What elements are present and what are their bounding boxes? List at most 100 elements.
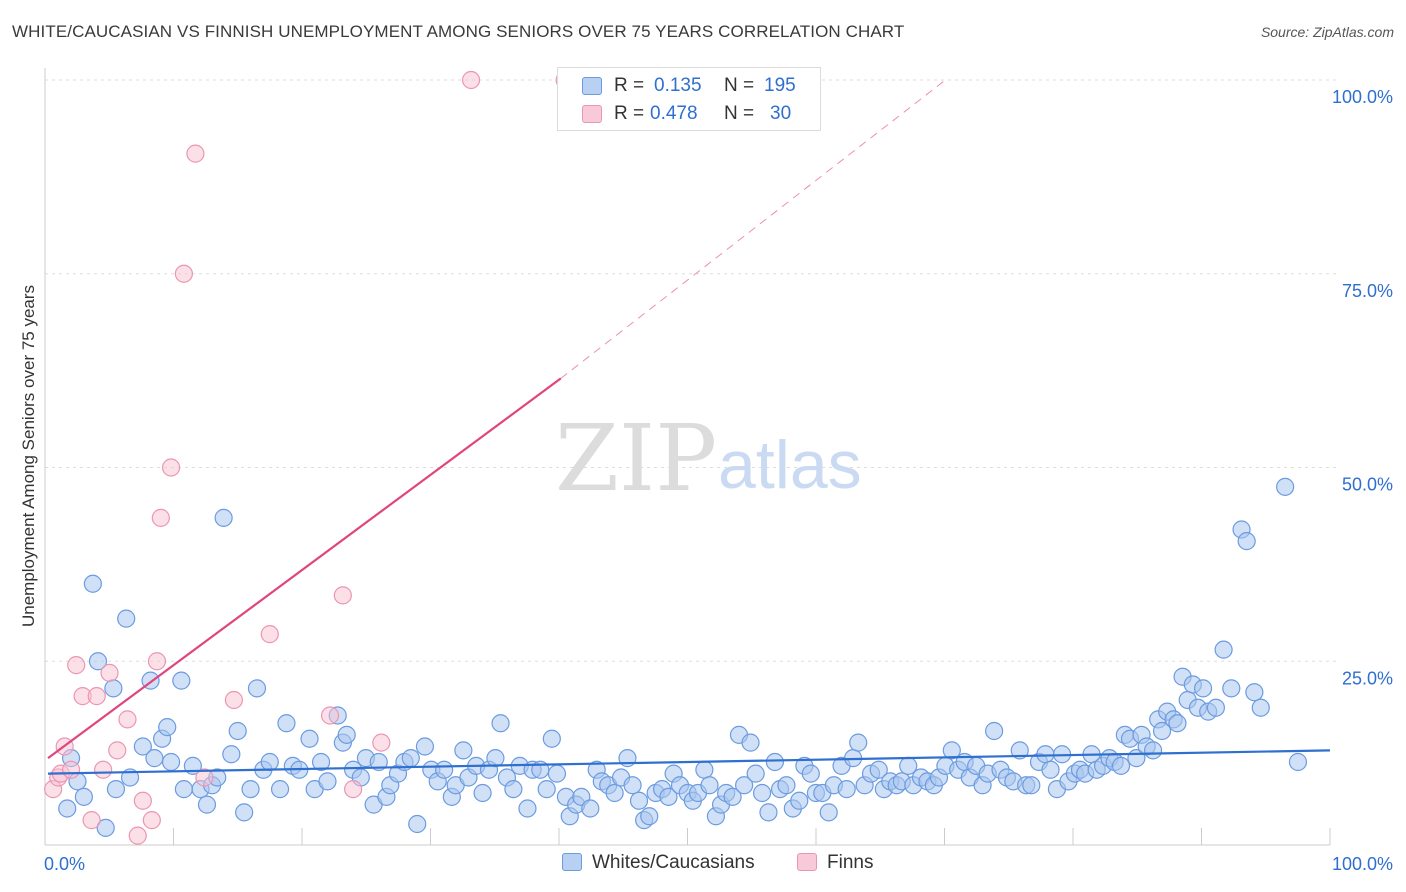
point-whites: [106, 780, 126, 799]
point-whites: [1276, 477, 1295, 496]
legend-swatch-finns: [582, 105, 602, 123]
point-whites: [629, 791, 649, 810]
point-finns: [186, 144, 205, 163]
bottom-legend-whites: Whites/Caucasians: [562, 852, 755, 874]
source-credit: Source: ZipAtlas.com: [1260, 24, 1394, 40]
series-whites: [58, 477, 1308, 837]
point-finns: [461, 70, 481, 90]
point-finns: [128, 826, 147, 845]
chart-title: WHITE/CAUCASIAN VS FINNISH UNEMPLOYMENT …: [12, 22, 905, 41]
point-whites: [542, 729, 561, 748]
bottom-legend-finns: Finns: [797, 852, 873, 874]
point-whites: [58, 799, 77, 818]
point-whites: [700, 776, 719, 795]
point-whites: [473, 783, 492, 803]
point-whites: [819, 803, 838, 822]
point-whites: [117, 609, 136, 628]
point-finns: [372, 733, 391, 752]
point-whites: [241, 780, 260, 799]
point-whites: [83, 574, 102, 593]
legend-row-whites: R = 0.135 N = 195: [558, 72, 820, 102]
point-finns: [82, 811, 101, 830]
legend-n-label: N =: [724, 103, 755, 124]
point-finns: [151, 508, 170, 527]
point-whites: [1143, 741, 1163, 760]
grid: [45, 79, 1336, 662]
point-whites: [277, 714, 296, 733]
legend-row-finns: R = 0.478 N = 30: [558, 100, 820, 130]
point-whites: [1251, 698, 1270, 717]
point-whites: [942, 741, 961, 760]
y-tick-label: 50.0%: [1342, 475, 1393, 495]
point-whites: [172, 671, 191, 690]
point-whites: [801, 764, 820, 783]
point-whites: [454, 741, 473, 760]
point-finns: [142, 811, 161, 830]
y-tick-label: 25.0%: [1342, 668, 1393, 688]
point-finns: [195, 768, 214, 787]
point-whites: [247, 679, 267, 698]
point-finns: [333, 586, 352, 605]
legend-r-value: 0.135: [654, 75, 702, 96]
legend-r-label: R =: [614, 75, 645, 96]
point-whites: [1237, 532, 1256, 551]
point-whites: [415, 737, 435, 756]
x-tick-label: 100.0%: [1332, 854, 1393, 874]
point-whites: [1193, 679, 1213, 698]
point-whites: [985, 721, 1004, 741]
point-whites: [158, 718, 177, 737]
point-whites: [869, 760, 888, 779]
point-whites: [1041, 760, 1060, 779]
bottom-legend-swatch-whites: [562, 853, 582, 871]
point-whites: [605, 783, 624, 803]
point-whites: [537, 780, 556, 799]
bottom-legend-label-finns: Finns: [827, 852, 874, 873]
point-whites: [222, 745, 241, 764]
y-tick-label: 75.0%: [1342, 281, 1393, 301]
tick-labels: 25.0% 50.0% 75.0% 100.0% 0.0% 100.0%: [44, 87, 1393, 874]
point-whites: [790, 791, 809, 810]
point-whites: [1168, 714, 1187, 733]
point-whites: [1010, 741, 1029, 760]
y-axis-label: Unemployment Among Seniors over 75 years: [19, 285, 38, 627]
point-whites: [197, 795, 217, 814]
point-whites: [1214, 640, 1233, 659]
point-whites: [104, 679, 123, 698]
point-whites: [270, 780, 290, 799]
watermark-atlas: atlas: [718, 427, 862, 503]
point-finns: [260, 625, 279, 644]
point-whites: [228, 721, 247, 741]
point-whites: [369, 752, 388, 772]
point-whites: [723, 787, 742, 806]
point-whites: [752, 783, 772, 803]
point-whites: [300, 729, 319, 748]
point-finns: [67, 656, 86, 675]
point-whites: [640, 807, 659, 826]
point-whites: [623, 776, 642, 795]
point-whites: [145, 749, 164, 768]
point-whites: [746, 764, 765, 783]
point-finns: [118, 710, 137, 729]
watermark: ZIP atlas: [555, 405, 862, 512]
point-whites: [1288, 752, 1308, 772]
point-whites: [849, 733, 868, 752]
point-finns: [147, 652, 167, 671]
point-whites: [318, 772, 337, 791]
point-whites: [235, 803, 254, 822]
point-whites: [1206, 698, 1226, 717]
point-whites: [401, 749, 420, 768]
point-whites: [96, 818, 115, 837]
point-whites: [837, 780, 856, 799]
point-finns: [133, 791, 152, 810]
point-whites: [161, 752, 181, 772]
legend-r-label: R =: [614, 103, 645, 124]
point-whites: [1245, 683, 1264, 702]
point-finns: [108, 741, 127, 760]
point-finns: [344, 780, 363, 799]
point-whites: [547, 764, 567, 783]
series-finns: [44, 70, 574, 845]
point-whites: [1036, 745, 1055, 764]
point-whites: [337, 725, 356, 744]
point-whites: [1111, 756, 1131, 775]
